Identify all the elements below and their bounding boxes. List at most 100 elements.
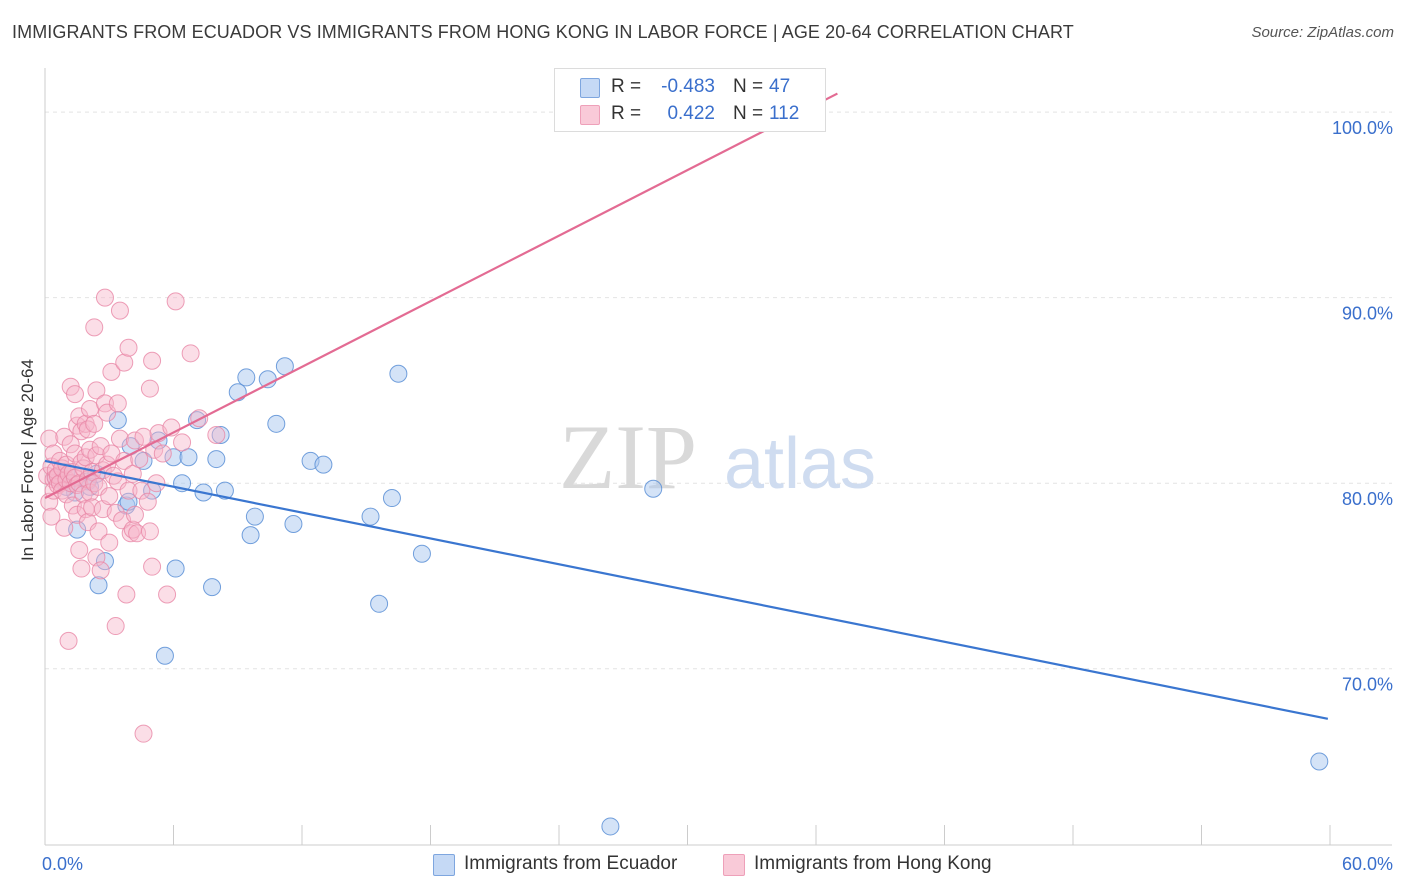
data-point-ecuador	[284, 515, 303, 534]
legend-swatch-ecuador	[433, 854, 455, 876]
data-point-hongkong	[68, 505, 87, 524]
data-point-hongkong	[74, 485, 93, 504]
data-point-ecuador	[237, 368, 256, 387]
data-point-ecuador	[370, 594, 389, 613]
data-point-hongkong	[72, 559, 91, 578]
data-point-ecuador	[601, 817, 620, 836]
legend-r-label: R =	[611, 103, 642, 124]
legend-n-label: N =	[733, 76, 764, 97]
chart-title: IMMIGRANTS FROM ECUADOR VS IMMIGRANTS FR…	[12, 22, 1074, 42]
data-point-hongkong	[115, 353, 134, 372]
data-point-ecuador	[382, 489, 401, 508]
legend-r-value-ecuador: -0.483	[661, 76, 715, 97]
data-point-hongkong	[173, 433, 192, 452]
y-tick-label: 90.0%	[1342, 304, 1393, 324]
data-point-hongkong	[89, 522, 108, 541]
correlation-legend: R = -0.483 N = 47 R = 0.422 N = 112	[554, 68, 826, 132]
data-point-hongkong	[132, 481, 151, 500]
data-point-hongkong	[106, 617, 125, 636]
data-point-ecuador	[389, 364, 408, 383]
data-point-hongkong	[138, 492, 157, 511]
data-point-hongkong	[110, 429, 129, 448]
x-tick-label: 60.0%	[1342, 854, 1393, 874]
data-point-ecuador	[267, 414, 286, 433]
data-point-ecuador	[361, 507, 380, 526]
data-point-hongkong	[143, 351, 162, 370]
data-point-ecuador	[241, 526, 260, 545]
data-point-hongkong	[59, 631, 78, 650]
data-point-hongkong	[65, 385, 84, 404]
legend-n-label: N =	[733, 103, 764, 124]
legend-n-value-ecuador: 47	[769, 76, 791, 97]
data-point-hongkong	[119, 338, 138, 357]
legend-row-ecuador: R = -0.483 N = 47	[555, 75, 825, 101]
data-point-hongkong	[134, 724, 153, 743]
data-point-ecuador	[215, 481, 234, 500]
data-point-ecuador	[644, 479, 663, 498]
watermark: ZIP atlas	[559, 406, 876, 508]
data-point-hongkong	[158, 585, 177, 604]
data-point-hongkong	[166, 292, 185, 311]
watermark-atlas: atlas	[724, 424, 876, 504]
y-tick-label: 80.0%	[1342, 489, 1393, 509]
data-point-ecuador	[155, 646, 174, 665]
trendlines	[44, 92, 1329, 720]
data-point-hongkong	[91, 437, 110, 456]
data-point-hongkong	[80, 399, 99, 418]
x-tick-label: 0.0%	[42, 854, 83, 874]
data-point-ecuador	[203, 578, 222, 597]
data-point-hongkong	[95, 288, 114, 307]
data-point-ecuador	[228, 383, 247, 402]
data-point-hongkong	[106, 503, 125, 522]
data-point-hongkong	[100, 533, 119, 552]
data-point-hongkong	[61, 435, 80, 454]
legend-swatch-hongkong	[580, 105, 600, 125]
data-point-hongkong	[55, 518, 74, 537]
data-point-hongkong	[70, 407, 89, 426]
data-point-hongkong	[70, 540, 89, 559]
data-point-hongkong	[40, 429, 59, 448]
y-axis-label: In Labor Force | Age 20-64	[18, 359, 37, 561]
series-hongkong-points	[38, 288, 226, 743]
data-point-ecuador	[207, 450, 226, 469]
data-point-hongkong	[91, 561, 110, 580]
watermark-zip: ZIP	[559, 406, 697, 508]
data-point-ecuador	[245, 507, 264, 526]
data-point-hongkong	[80, 483, 99, 502]
data-point-hongkong	[140, 379, 159, 398]
data-point-hongkong	[143, 557, 162, 576]
data-point-hongkong	[125, 505, 144, 524]
trendline-ecuador	[44, 459, 1329, 720]
data-point-ecuador	[166, 559, 185, 578]
series-legend: Immigrants from Ecuador Immigrants from …	[0, 852, 1406, 878]
data-point-hongkong	[207, 425, 226, 444]
data-point-hongkong	[55, 427, 74, 446]
y-tick-label: 70.0%	[1342, 675, 1393, 695]
data-point-ecuador	[179, 448, 198, 467]
data-point-hongkong	[42, 507, 61, 526]
data-point-hongkong	[102, 362, 121, 381]
y-tick-label: 100.0%	[1332, 118, 1393, 138]
data-point-hongkong	[153, 444, 172, 463]
data-point-hongkong	[110, 301, 129, 320]
data-point-hongkong	[85, 414, 104, 433]
data-point-hongkong	[125, 431, 144, 450]
data-point-hongkong	[140, 522, 159, 541]
data-point-hongkong	[134, 427, 153, 446]
axes	[44, 68, 1392, 846]
data-point-hongkong	[100, 487, 119, 506]
data-point-ecuador	[412, 544, 431, 563]
legend-row-hongkong: R = 0.422 N = 112	[555, 102, 825, 128]
data-point-hongkong	[119, 481, 138, 500]
data-point-hongkong	[108, 394, 127, 413]
legend-r-value-hongkong: 0.422	[667, 103, 715, 124]
tick-labels: 70.0% 80.0% 90.0% 100.0% 0.0% 60.0%	[42, 118, 1393, 874]
trendline-hongkong	[44, 92, 838, 500]
legend-label-ecuador: Immigrants from Ecuador	[464, 853, 678, 874]
data-point-hongkong	[87, 381, 106, 400]
source-credit: Source: ZipAtlas.com	[1251, 24, 1394, 41]
data-point-hongkong	[117, 585, 136, 604]
data-point-ecuador	[95, 552, 114, 571]
data-point-hongkong	[85, 318, 104, 337]
